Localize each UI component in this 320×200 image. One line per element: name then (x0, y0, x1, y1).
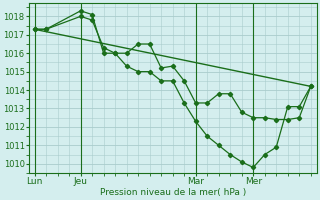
X-axis label: Pression niveau de la mer( hPa ): Pression niveau de la mer( hPa ) (100, 188, 246, 197)
